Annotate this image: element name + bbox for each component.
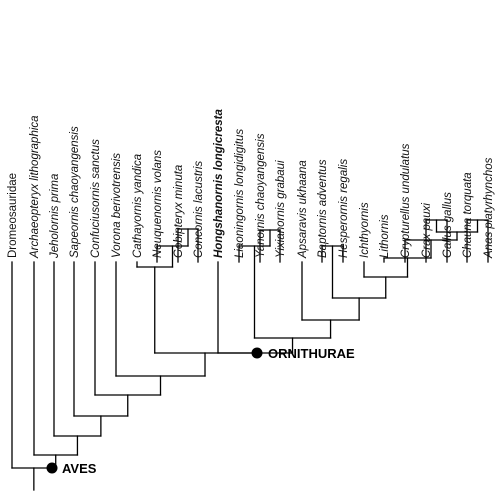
- clade-markers: AVES ORNITHURAE: [46, 346, 355, 476]
- taxon-labels: Dromeosauridae Archaeopteryx lithographic…: [7, 109, 495, 259]
- taxon-label: Baptornis adventus: [317, 159, 329, 258]
- taxon-label: Neuquenornis volans: [152, 150, 164, 258]
- taxon-label: Concornis lacustris: [193, 161, 205, 258]
- taxon-label: Gobipteryx minuta: [173, 165, 185, 258]
- taxon-label: Dromeosauridae: [7, 173, 19, 258]
- taxon-label: Cathayornis yandica: [132, 154, 144, 258]
- tree-branches: [11, 219, 489, 491]
- taxon-label: Archaeopteryx lithographica: [29, 115, 41, 259]
- taxon-label: Hongshanornis longicresta: [213, 109, 225, 258]
- taxon-label: Confuciusornis sanctus: [90, 139, 102, 258]
- ornithurae-node-marker: [251, 347, 263, 359]
- taxon-label: Hesperornis regalis: [338, 159, 350, 258]
- aves-node-marker: [46, 462, 58, 474]
- taxon-label: Liaoningornis longidigitus: [234, 129, 246, 258]
- aves-label: AVES: [62, 461, 97, 476]
- taxon-label: Chauna torquata: [462, 172, 474, 258]
- taxon-label: Jeholornis prima: [49, 174, 61, 259]
- ornithurae-label: ORNITHURAE: [268, 346, 355, 361]
- taxon-label: Lithornis: [379, 214, 391, 258]
- taxon-label: Gallus gallus: [442, 192, 454, 258]
- taxon-label: Crax pauxi: [421, 203, 433, 258]
- taxon-label: Apsaravis ukhaana: [297, 160, 309, 259]
- taxon-label: Yixianornis grabaui: [275, 160, 287, 258]
- taxon-label: Ichthyornis: [359, 202, 371, 258]
- taxon-label: Vorona berivotrensis: [111, 153, 123, 258]
- taxon-label: Sapeornis chaoyangensis: [69, 126, 81, 258]
- taxon-label: Crypturellus undulatus: [400, 143, 412, 258]
- taxon-label: Anas platyrhynchos: [483, 157, 495, 259]
- taxon-label: Yanornis chaoyangensis: [255, 133, 267, 258]
